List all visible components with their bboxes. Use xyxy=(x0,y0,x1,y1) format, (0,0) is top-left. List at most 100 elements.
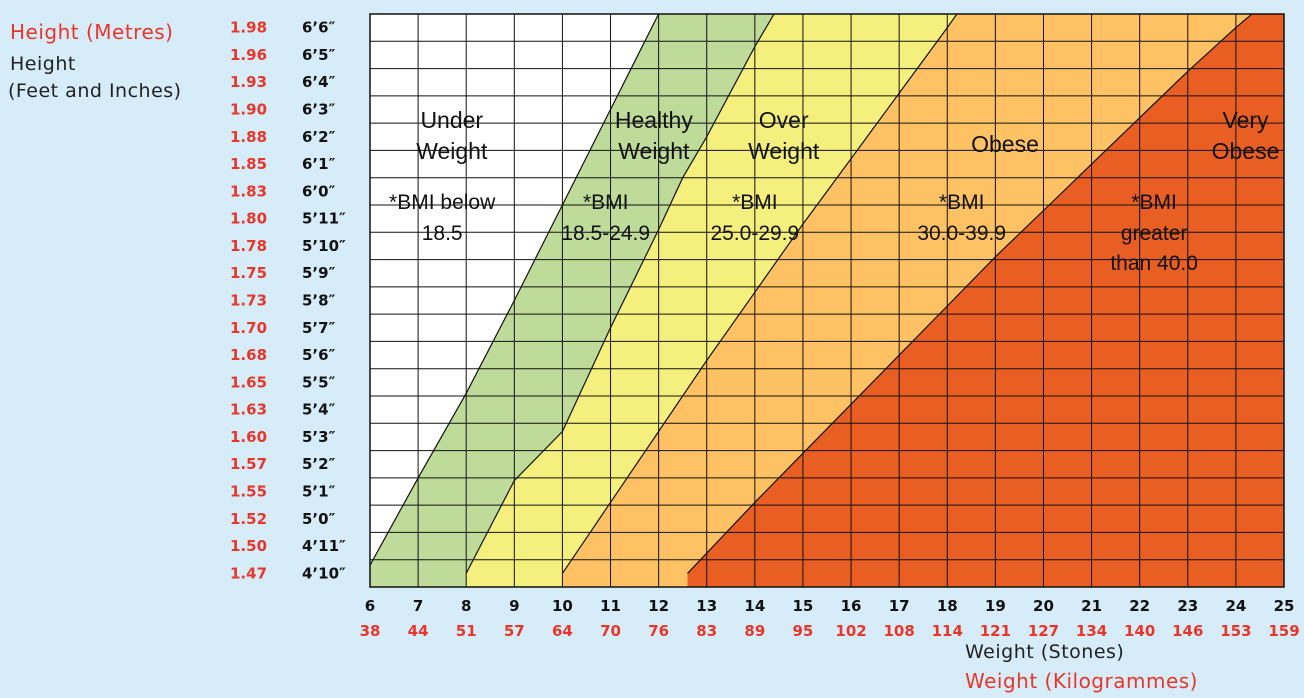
x-tick-kg: 38 xyxy=(360,622,381,640)
x-tick-stones: 22 xyxy=(1129,597,1150,615)
y-tick-feet: 6’6″ xyxy=(302,19,336,37)
y-tick-feet: 6’4″ xyxy=(302,73,336,91)
zone-label: Very xyxy=(1223,107,1270,133)
y-tick-feet: 5’3″ xyxy=(302,428,336,446)
x-tick-stones: 6 xyxy=(365,597,375,615)
very-obese-zone xyxy=(687,14,1284,587)
x-tick-stones: 13 xyxy=(696,597,717,615)
zone-label: Weight xyxy=(748,138,820,164)
x-tick-stones: 25 xyxy=(1274,597,1295,615)
y-tick-metres: 1.85 xyxy=(230,155,267,173)
y-tick-metres: 1.57 xyxy=(230,455,267,473)
y-tick-metres: 1.55 xyxy=(230,483,267,501)
y-tick-feet: 5’1″ xyxy=(302,483,336,501)
zone-bmi-label: *BMI xyxy=(939,191,985,214)
zone-label: Obese xyxy=(971,131,1039,157)
zone-bmi-label: 18.5-24.9 xyxy=(561,222,650,245)
y-tick-metres: 1.63 xyxy=(230,401,267,419)
x-tick-kg: 114 xyxy=(932,622,963,640)
plot-border xyxy=(369,13,1285,588)
y-tick-metres: 1.96 xyxy=(230,46,267,64)
zone-bmi-label: *BMI xyxy=(583,191,629,214)
y-tick-metres: 1.73 xyxy=(230,292,267,310)
x-tick-stones: 7 xyxy=(413,597,423,615)
y-tick-feet: 5’8″ xyxy=(302,292,336,310)
y-tick-metres: 1.70 xyxy=(230,319,267,337)
y-tick-metres: 1.50 xyxy=(230,537,267,555)
zone-label: Obese xyxy=(1212,138,1280,164)
height-feet-legend-line1: Height xyxy=(10,53,76,75)
x-tick-stones: 18 xyxy=(937,597,958,615)
y-tick-feet: 5’0″ xyxy=(302,510,336,528)
y-tick-feet: 5’7″ xyxy=(302,319,336,337)
y-tick-feet: 6’2″ xyxy=(302,128,336,146)
x-tick-kg: 102 xyxy=(835,622,866,640)
zone-label: Healthy xyxy=(615,107,693,133)
x-tick-kg: 95 xyxy=(793,622,814,640)
weight-kg-legend: Weight (Kilogrammes) xyxy=(965,669,1198,693)
x-tick-stones: 11 xyxy=(600,597,621,615)
zone-label: Weight xyxy=(416,138,488,164)
x-tick-kg: 64 xyxy=(552,622,573,640)
x-tick-kg: 44 xyxy=(408,622,429,640)
y-tick-feet: 6’3″ xyxy=(302,101,336,119)
bmi-boundary-line xyxy=(687,14,1253,574)
bmi-boundary-line xyxy=(561,14,958,574)
y-tick-metres: 1.65 xyxy=(230,373,267,391)
y-tick-metres: 1.47 xyxy=(230,564,267,582)
x-tick-kg: 83 xyxy=(696,622,717,640)
x-tick-kg: 51 xyxy=(456,622,477,640)
x-tick-kg: 134 xyxy=(1076,622,1107,640)
y-tick-metres: 1.88 xyxy=(230,128,267,146)
y-tick-feet: 5’9″ xyxy=(302,264,336,282)
y-tick-metres: 1.98 xyxy=(230,19,267,37)
x-tick-stones: 19 xyxy=(985,597,1006,615)
y-tick-metres: 1.80 xyxy=(230,210,267,228)
y-tick-feet: 5’5″ xyxy=(302,373,336,391)
x-tick-kg: 70 xyxy=(600,622,621,640)
zone-bmi-label: 25.0-29.9 xyxy=(710,222,799,245)
y-tick-feet: 6’1″ xyxy=(302,155,336,173)
bmi-boundary-line xyxy=(370,14,660,566)
x-tick-kg: 108 xyxy=(884,622,915,640)
x-tick-stones: 23 xyxy=(1177,597,1198,615)
zone-bmi-label: 18.5 xyxy=(422,222,463,245)
zone-bmi-label: *BMI below xyxy=(389,191,496,214)
y-tick-feet: 5’11″ xyxy=(302,210,346,228)
zone-bmi-label: 30.0-39.9 xyxy=(917,222,1006,245)
zone-label: Weight xyxy=(618,138,690,164)
y-tick-feet: 5’6″ xyxy=(302,346,336,364)
y-tick-metres: 1.68 xyxy=(230,346,267,364)
x-tick-stones: 17 xyxy=(889,597,910,615)
zone-bmi-label: *BMI xyxy=(732,191,778,214)
x-tick-stones: 24 xyxy=(1225,597,1246,615)
y-tick-feet: 4’10″ xyxy=(302,564,346,582)
zone-bmi-label: *BMI xyxy=(1131,191,1177,214)
y-tick-feet: 5’2″ xyxy=(302,455,336,473)
weight-stones-legend: Weight (Stones) xyxy=(965,641,1125,663)
zone-label: Over xyxy=(759,107,809,133)
zone-label: Under xyxy=(420,107,483,133)
y-tick-metres: 1.83 xyxy=(230,182,267,200)
y-tick-metres: 1.93 xyxy=(230,73,267,91)
bmi-boundary-line xyxy=(465,14,775,574)
x-tick-kg: 159 xyxy=(1268,622,1299,640)
y-tick-metres: 1.52 xyxy=(230,510,267,528)
x-tick-kg: 57 xyxy=(504,622,525,640)
x-tick-stones: 8 xyxy=(461,597,471,615)
x-tick-kg: 127 xyxy=(1028,622,1059,640)
zones-group xyxy=(370,14,1284,587)
y-tick-feet: 5’4″ xyxy=(302,401,336,419)
y-tick-metres: 1.75 xyxy=(230,264,267,282)
x-tick-kg: 140 xyxy=(1124,622,1155,640)
x-tick-kg: 76 xyxy=(648,622,669,640)
x-tick-kg: 153 xyxy=(1220,622,1251,640)
y-tick-metres: 1.60 xyxy=(230,428,267,446)
x-tick-stones: 21 xyxy=(1081,597,1102,615)
x-tick-kg: 121 xyxy=(980,622,1011,640)
y-tick-metres: 1.78 xyxy=(230,237,267,255)
y-tick-feet: 4’11″ xyxy=(302,537,346,555)
y-tick-feet: 6’5″ xyxy=(302,46,336,64)
x-tick-kg: 89 xyxy=(744,622,765,640)
